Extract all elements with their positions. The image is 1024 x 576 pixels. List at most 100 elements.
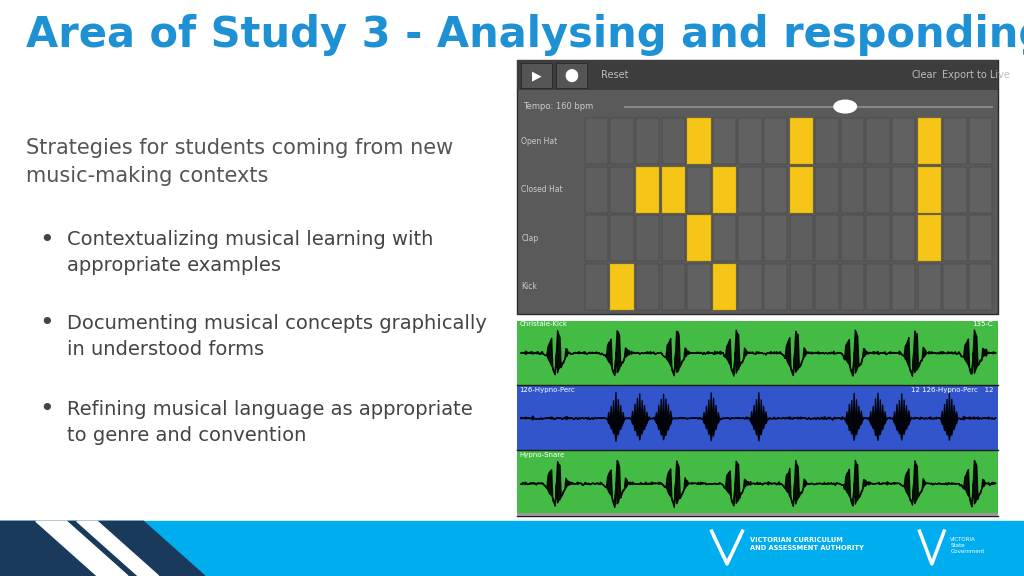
Text: VICTORIA
State
Government: VICTORIA State Government	[950, 537, 985, 554]
Text: Area of Study 3 - Analysing and responding: Area of Study 3 - Analysing and respondi…	[26, 14, 1024, 56]
Bar	[943, 264, 967, 310]
Bar	[738, 166, 762, 213]
Bar	[517, 321, 998, 385]
Text: Refining musical language as appropriate
to genre and convention: Refining musical language as appropriate…	[67, 400, 472, 445]
Bar	[943, 118, 967, 164]
Text: ⬤: ⬤	[564, 69, 579, 82]
Bar	[738, 264, 762, 310]
Bar	[841, 166, 864, 213]
Bar	[662, 166, 685, 213]
Bar	[687, 215, 711, 262]
Bar	[892, 118, 915, 164]
Bar	[969, 215, 992, 262]
Bar	[764, 118, 787, 164]
Bar	[866, 166, 890, 213]
Bar	[713, 264, 736, 310]
Bar	[662, 215, 685, 262]
Bar	[517, 60, 998, 314]
Bar	[764, 166, 787, 213]
Bar	[918, 118, 941, 164]
Bar	[918, 215, 941, 262]
Text: Open Hat: Open Hat	[521, 137, 557, 146]
Bar	[943, 215, 967, 262]
Bar	[610, 166, 634, 213]
Bar	[764, 264, 787, 310]
Bar	[841, 215, 864, 262]
Bar	[517, 60, 998, 90]
Text: Closed Hat: Closed Hat	[521, 185, 563, 194]
Bar	[713, 166, 736, 213]
Bar	[585, 166, 608, 213]
Bar	[790, 118, 813, 164]
Text: Kick: Kick	[521, 282, 538, 291]
Bar	[918, 118, 941, 164]
Text: Contextualizing musical learning with
appropriate examples: Contextualizing musical learning with ap…	[67, 230, 433, 275]
Bar	[517, 386, 998, 450]
Polygon shape	[77, 521, 159, 576]
Text: Clap: Clap	[521, 234, 539, 242]
Bar	[790, 118, 813, 164]
Text: Documenting musical concepts graphically
in understood forms: Documenting musical concepts graphically…	[67, 314, 486, 359]
Bar	[918, 166, 941, 213]
Text: •: •	[39, 228, 53, 252]
Bar	[662, 166, 685, 213]
Bar	[790, 264, 813, 310]
Text: Export to Live: Export to Live	[942, 70, 1010, 81]
Bar	[687, 118, 711, 164]
Bar	[610, 264, 634, 310]
Bar	[918, 215, 941, 262]
Text: Clear: Clear	[911, 70, 937, 81]
Bar	[918, 166, 941, 213]
Bar	[687, 215, 711, 262]
Bar	[636, 215, 659, 262]
Bar	[892, 215, 915, 262]
Bar	[790, 166, 813, 213]
Text: Hypno-Snare: Hypno-Snare	[519, 452, 564, 458]
Bar	[585, 264, 608, 310]
Bar	[610, 264, 634, 310]
Bar	[585, 215, 608, 262]
Text: 126-Hypno-Perc: 126-Hypno-Perc	[519, 386, 574, 393]
Bar	[892, 264, 915, 310]
Bar	[969, 118, 992, 164]
Bar	[815, 166, 839, 213]
Bar	[815, 215, 839, 262]
Text: •: •	[39, 311, 53, 335]
Polygon shape	[36, 521, 128, 576]
Bar	[517, 452, 998, 516]
Bar	[738, 118, 762, 164]
Bar	[943, 166, 967, 213]
Bar	[764, 215, 787, 262]
Bar	[841, 264, 864, 310]
Bar	[815, 118, 839, 164]
Bar	[636, 118, 659, 164]
Bar	[636, 264, 659, 310]
Bar	[521, 63, 552, 88]
Bar	[687, 166, 711, 213]
Text: 12 126-Hypno-Perc   12: 12 126-Hypno-Perc 12	[910, 386, 993, 393]
Bar	[738, 215, 762, 262]
Bar	[790, 166, 813, 213]
Text: 135-C: 135-C	[973, 321, 993, 327]
Text: VICTORIAN CURRICULUM
AND ASSESSMENT AUTHORITY: VICTORIAN CURRICULUM AND ASSESSMENT AUTH…	[750, 537, 863, 551]
Bar	[687, 118, 711, 164]
Bar	[662, 264, 685, 310]
Bar	[892, 166, 915, 213]
Bar	[610, 215, 634, 262]
Bar	[841, 118, 864, 164]
Bar	[815, 264, 839, 310]
Bar	[610, 118, 634, 164]
Bar	[517, 513, 998, 516]
Bar	[866, 264, 890, 310]
Bar	[969, 264, 992, 310]
Bar	[713, 166, 736, 213]
Bar	[585, 118, 608, 164]
Bar	[687, 264, 711, 310]
Bar	[636, 166, 659, 213]
Bar	[918, 264, 941, 310]
Bar	[662, 118, 685, 164]
Text: Strategies for students coming from new
music-making contexts: Strategies for students coming from new …	[26, 138, 453, 186]
Bar	[713, 118, 736, 164]
Text: Reset: Reset	[601, 70, 629, 81]
Text: Christale-Kick: Christale-Kick	[519, 321, 567, 327]
